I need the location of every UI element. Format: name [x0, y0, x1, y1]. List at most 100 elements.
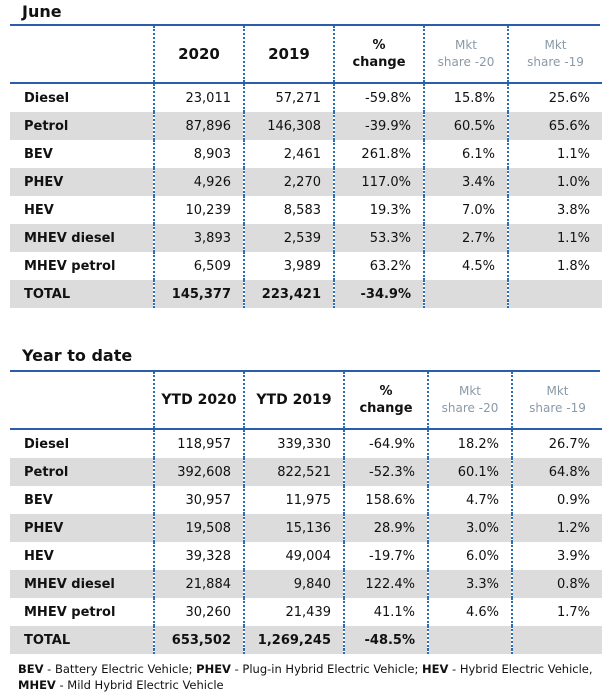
header-row: 2020 2019% change Mkt share -20 Mkt share -19	[10, 26, 602, 84]
total-cell	[428, 626, 513, 654]
table-cell: 2,539	[244, 224, 335, 252]
total-row: TOTAL 145,377 223,421 -34.9%	[10, 280, 602, 308]
total-cell: 653,502	[154, 626, 245, 654]
table-cell: 30,957	[154, 486, 245, 514]
table-cell: 60.5%	[424, 112, 509, 140]
column-header-3: % change	[334, 26, 425, 84]
row-label: MHEV diesel	[10, 224, 155, 252]
table-cell: 3.8%	[556, 202, 590, 218]
table-cell: -64.9%	[344, 429, 429, 458]
table-cell: 392,608	[154, 458, 245, 486]
table-cell: 8,903	[154, 140, 245, 168]
row-label: MHEV petrol	[10, 598, 155, 626]
column-header-5: Mkt share -19	[508, 26, 602, 84]
table-cell: 1.8%	[556, 258, 590, 274]
column-header-4: Mkt share -20	[428, 372, 513, 430]
table-cell: 0.9%	[556, 492, 590, 508]
june-section-title: June	[22, 2, 62, 21]
row-label: Petrol	[10, 112, 155, 140]
table-cell: 2.7%	[424, 224, 509, 252]
table-cell: 122.4%	[344, 570, 429, 598]
table-cell: 21,439	[244, 598, 345, 626]
table-row: PHEV 19,508 15,136 28.9% 3.0% 1.2%	[10, 514, 602, 542]
row-label: MHEV petrol	[10, 252, 155, 280]
table-row: HEV 39,328 49,004 -19.7% 6.0% 3.9%	[10, 542, 602, 570]
table-cell: 87,896	[154, 112, 245, 140]
table-row: MHEV diesel 3,893 2,539 53.3% 2.7% 1.1%	[10, 224, 602, 252]
abbreviation-legend: BEV - Battery Electric Vehicle; PHEV - P…	[18, 661, 598, 693]
table-row: BEV 8,903 2,461 261.8% 6.1% 1.1%	[10, 140, 602, 168]
table-row: Petrol 392,608 822,521 -52.3% 60.1% 64.8%	[10, 458, 602, 486]
table-row: MHEV diesel 21,884 9,840 122.4% 3.3% 0.8%	[10, 570, 602, 598]
table-cell: 3.3%	[428, 570, 513, 598]
total-cell	[512, 626, 602, 654]
total-cell	[424, 280, 509, 308]
table-cell: 3.9%	[556, 548, 590, 564]
table-cell: 6,509	[154, 252, 245, 280]
table-cell: 6.1%	[424, 140, 509, 168]
row-label: HEV	[10, 542, 155, 570]
column-header-2: 2019	[244, 26, 335, 84]
header-row: YTD 2020 YTD 2019% change Mkt share -20 Mkt sh…	[10, 372, 602, 430]
total-cell	[508, 280, 602, 308]
table-cell: 117.0%	[334, 168, 425, 196]
table-cell: 6.0%	[428, 542, 513, 570]
table-cell: 65.6%	[508, 112, 602, 140]
table-cell: 15.8%	[424, 83, 509, 112]
table-cell: 57,271	[244, 83, 335, 112]
table-cell: 9,840	[244, 570, 345, 598]
table-cell: 339,330	[244, 429, 345, 458]
table-cell: -39.9%	[334, 112, 425, 140]
table-cell: 10,239	[154, 196, 245, 224]
table-row: MHEV petrol 6,509 3,989 63.2% 4.5% 1.8%	[10, 252, 602, 280]
row-label: BEV	[10, 140, 155, 168]
row-label: MHEV diesel	[10, 570, 155, 598]
column-header-1: 2020	[154, 26, 245, 84]
column-header-0	[10, 372, 155, 430]
table-cell: -59.8%	[334, 83, 425, 112]
legend-item-0: BEV - Battery Electric Vehicle;	[18, 662, 197, 676]
table-cell: 7.0%	[424, 196, 509, 224]
table-cell: 3.0%	[428, 514, 513, 542]
column-header-2: YTD 2019	[244, 372, 345, 430]
table-cell: 1.1%	[508, 224, 602, 252]
column-header-5: Mkt share -19	[512, 372, 602, 430]
total-label: TOTAL	[10, 280, 155, 308]
table-cell: 60.1%	[428, 458, 513, 486]
table-cell: 30,260	[154, 598, 245, 626]
table-cell: 3,893	[154, 224, 245, 252]
row-label: PHEV	[10, 514, 155, 542]
table-row: Diesel 23,011 57,271 -59.8% 15.8% 25.6%	[10, 83, 602, 112]
table-cell: 1.1%	[556, 146, 590, 162]
total-cell: -48.5%	[344, 626, 429, 654]
table-cell: 4.5%	[424, 252, 509, 280]
table-row: Diesel 118,957 339,330 -64.9% 18.2% 26.7%	[10, 429, 602, 458]
table-cell: 261.8%	[334, 140, 425, 168]
table-cell: 8,583	[244, 196, 335, 224]
ytd-section-title: Year to date	[22, 346, 133, 365]
table-cell: 64.8%	[512, 458, 602, 486]
table-cell: 3,989	[244, 252, 335, 280]
column-header-3: % change	[344, 372, 429, 430]
row-label: BEV	[10, 486, 155, 514]
table-cell: 4.6%	[428, 598, 513, 626]
table-cell: 11,975	[244, 486, 345, 514]
table-cell: 0.8%	[512, 570, 602, 598]
total-cell: 1,269,245	[244, 626, 345, 654]
total-label: TOTAL	[10, 626, 155, 654]
table-row: Petrol 87,896 146,308 -39.9% 60.5% 65.6%	[10, 112, 602, 140]
row-label: PHEV	[10, 168, 155, 196]
legend-item-2: HEV - Hybrid Electric Vehicle,	[421, 662, 593, 676]
row-label: Diesel	[10, 429, 155, 458]
legend-item-1: PHEV - Plug-in Hybrid Electric Vehicle;	[196, 662, 422, 676]
table-cell: 28.9%	[344, 514, 429, 542]
june-sales-table: 2020 2019% change Mkt share -20 Mkt share -19 D…	[10, 26, 602, 308]
table-cell: 26.7%	[548, 436, 590, 452]
table-cell: 4,926	[154, 168, 245, 196]
ytd-sales-table: YTD 2020 YTD 2019% change Mkt share -20 Mkt sh…	[10, 372, 602, 654]
table-cell: 2,461	[244, 140, 335, 168]
table-cell: 63.2%	[334, 252, 425, 280]
table-row: MHEV petrol 30,260 21,439 41.1% 4.6% 1.7%	[10, 598, 602, 626]
table-cell: 23,011	[154, 83, 245, 112]
table-cell: 1.0%	[508, 168, 602, 196]
